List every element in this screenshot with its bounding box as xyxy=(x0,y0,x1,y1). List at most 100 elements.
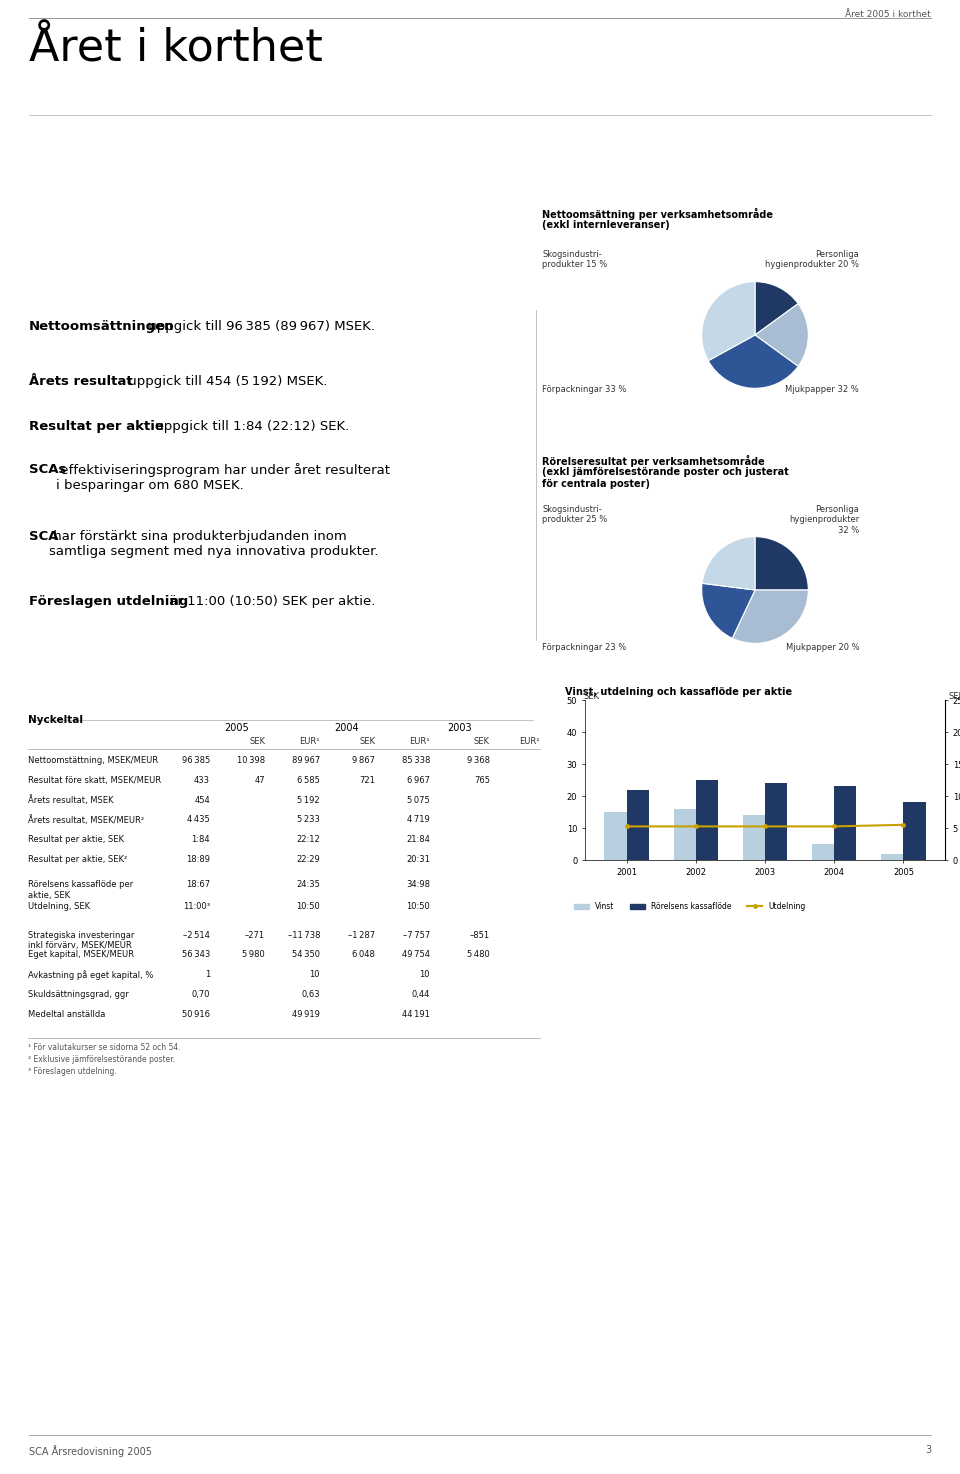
Wedge shape xyxy=(732,590,808,643)
Text: 10:50: 10:50 xyxy=(297,902,320,911)
Text: 96 385: 96 385 xyxy=(181,756,210,765)
Text: Förpackningar 23 %: Förpackningar 23 % xyxy=(542,643,627,652)
Text: SEK: SEK xyxy=(359,737,375,746)
Text: 56 343: 56 343 xyxy=(181,951,210,960)
Text: 20:31: 20:31 xyxy=(406,855,430,864)
Text: 22:29: 22:29 xyxy=(297,855,320,864)
Text: 9 867: 9 867 xyxy=(352,756,375,765)
Bar xyxy=(765,783,787,859)
Text: 49 919: 49 919 xyxy=(292,1010,320,1019)
Text: effektiviseringsprogram har under året resulterat
i besparingar om 680 MSEK.: effektiviseringsprogram har under året r… xyxy=(56,463,390,492)
Text: 6 967: 6 967 xyxy=(407,775,430,784)
Text: EUR¹: EUR¹ xyxy=(409,737,430,746)
Bar xyxy=(674,809,696,859)
Text: 454: 454 xyxy=(194,796,210,805)
Text: ¹ För valutakurser se sidorna 52 och 54.: ¹ För valutakurser se sidorna 52 och 54. xyxy=(28,1044,180,1052)
Wedge shape xyxy=(755,304,808,367)
Text: 5 192: 5 192 xyxy=(298,796,320,805)
Bar xyxy=(903,802,925,859)
Text: 5 480: 5 480 xyxy=(468,951,490,960)
Text: Årets resultat: Årets resultat xyxy=(29,374,132,388)
Text: Resultat före skatt, MSEK/MEUR: Resultat före skatt, MSEK/MEUR xyxy=(28,775,161,784)
Wedge shape xyxy=(702,537,755,590)
Text: 0,70: 0,70 xyxy=(191,991,210,999)
Text: 34:98: 34:98 xyxy=(406,880,430,889)
Text: 2003: 2003 xyxy=(447,724,472,733)
Text: Årets resultat, MSEK: Årets resultat, MSEK xyxy=(28,796,113,805)
Text: 433: 433 xyxy=(194,775,210,784)
Text: 10: 10 xyxy=(420,970,430,979)
Text: 5 980: 5 980 xyxy=(242,951,265,960)
Text: 9 368: 9 368 xyxy=(467,756,490,765)
Bar xyxy=(627,790,649,859)
Text: Föreslagen utdelning: Föreslagen utdelning xyxy=(29,595,188,607)
Text: SCA: SCA xyxy=(29,531,59,542)
Text: 6 585: 6 585 xyxy=(298,775,320,784)
Text: uppgick till 1:84 (22:12) SEK.: uppgick till 1:84 (22:12) SEK. xyxy=(151,420,349,433)
Text: EUR¹: EUR¹ xyxy=(300,737,320,746)
Text: uppgick till 454 (5 192) MSEK.: uppgick till 454 (5 192) MSEK. xyxy=(124,374,327,388)
Text: –271: –271 xyxy=(245,930,265,939)
Text: Nyckeltal: Nyckeltal xyxy=(28,715,83,725)
Text: 10: 10 xyxy=(309,970,320,979)
Wedge shape xyxy=(702,282,755,361)
Text: SEK: SEK xyxy=(583,693,599,702)
Text: Förpackningar 33 %: Förpackningar 33 % xyxy=(542,385,627,394)
Text: Personliga
hygienprodukter 20 %: Personliga hygienprodukter 20 % xyxy=(765,251,859,270)
Wedge shape xyxy=(702,584,755,638)
Text: 89 967: 89 967 xyxy=(292,756,320,765)
Text: Skuldsättningsgrad, ggr: Skuldsättningsgrad, ggr xyxy=(28,991,129,999)
Text: Skogsindustri-
produkter 15 %: Skogsindustri- produkter 15 % xyxy=(542,251,608,270)
Text: 49 754: 49 754 xyxy=(402,951,430,960)
Text: Mjukpapper 32 %: Mjukpapper 32 % xyxy=(785,385,859,394)
Text: 18:67: 18:67 xyxy=(186,880,210,889)
Text: 4 435: 4 435 xyxy=(187,815,210,824)
Text: 4 719: 4 719 xyxy=(407,815,430,824)
Text: 2004: 2004 xyxy=(335,724,359,733)
Text: SEK: SEK xyxy=(474,737,490,746)
Text: 765: 765 xyxy=(474,775,490,784)
Text: 11:00³: 11:00³ xyxy=(182,902,210,911)
Text: Strategiska investeringar
inkl förvärv, MSEK/MEUR: Strategiska investeringar inkl förvärv, … xyxy=(28,930,134,951)
Text: 85 338: 85 338 xyxy=(401,756,430,765)
Text: Skogsindustri-
produkter 25 %: Skogsindustri- produkter 25 % xyxy=(542,506,608,525)
Text: EUR¹: EUR¹ xyxy=(519,737,540,746)
Text: 3: 3 xyxy=(925,1445,931,1455)
Text: SEK: SEK xyxy=(949,693,960,702)
Text: –11 738: –11 738 xyxy=(287,930,320,939)
Text: Eget kapital, MSEK/MEUR: Eget kapital, MSEK/MEUR xyxy=(28,951,134,960)
Text: Rörelsens kassaflöde per
aktie, SEK: Rörelsens kassaflöde per aktie, SEK xyxy=(28,880,133,899)
Text: 21:84: 21:84 xyxy=(406,836,430,845)
Text: 1: 1 xyxy=(204,970,210,979)
Text: för centrala poster): för centrala poster) xyxy=(542,479,651,489)
Wedge shape xyxy=(755,282,798,335)
Bar xyxy=(696,780,718,859)
Text: Mjukpapper 20 %: Mjukpapper 20 % xyxy=(785,643,859,652)
Text: 10:50: 10:50 xyxy=(406,902,430,911)
Bar xyxy=(812,845,834,859)
Text: 22:12: 22:12 xyxy=(297,836,320,845)
Text: –1 287: –1 287 xyxy=(348,930,375,939)
Text: Året i korthet: Året i korthet xyxy=(29,28,323,71)
Text: 0,44: 0,44 xyxy=(412,991,430,999)
Text: Nettoomsättning per verksamhetsområde: Nettoomsättning per verksamhetsområde xyxy=(542,208,774,220)
Text: –7 757: –7 757 xyxy=(403,930,430,939)
Text: 2005: 2005 xyxy=(225,724,250,733)
Text: Resultat per aktie, SEK²: Resultat per aktie, SEK² xyxy=(28,855,128,864)
Text: –2 514: –2 514 xyxy=(183,930,210,939)
Text: Nettoomstättning, MSEK/MEUR: Nettoomstättning, MSEK/MEUR xyxy=(28,756,158,765)
Text: ³ Föreslagen utdelning.: ³ Föreslagen utdelning. xyxy=(28,1067,117,1076)
Text: Resultat per aktie: Resultat per aktie xyxy=(29,420,163,433)
Text: Året 2005 i korthet: Året 2005 i korthet xyxy=(846,10,931,19)
Text: 721: 721 xyxy=(359,775,375,784)
Text: 24:35: 24:35 xyxy=(296,880,320,889)
Wedge shape xyxy=(708,335,798,388)
Text: Utdelning, SEK: Utdelning, SEK xyxy=(28,902,90,911)
Text: 5 075: 5 075 xyxy=(407,796,430,805)
Text: Avkastning på eget kapital, %: Avkastning på eget kapital, % xyxy=(28,970,154,980)
Text: 0,63: 0,63 xyxy=(301,991,320,999)
Text: 18:89: 18:89 xyxy=(186,855,210,864)
Legend: Vinst, Rörelsens kassaflöde, Utdelning: Vinst, Rörelsens kassaflöde, Utdelning xyxy=(571,899,808,914)
Text: Vinst, utdelning och kassaflöde per aktie: Vinst, utdelning och kassaflöde per akti… xyxy=(565,687,792,697)
Bar xyxy=(834,787,856,859)
